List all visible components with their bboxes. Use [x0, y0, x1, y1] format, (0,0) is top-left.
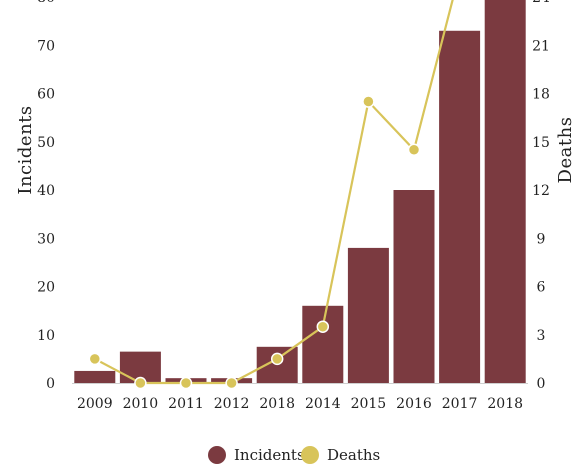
x-tick-label: 2016 [396, 396, 432, 412]
legend-incidents-label: Incidents [234, 446, 305, 464]
x-tick-label: 2018 [259, 396, 295, 412]
y-left-tick-label: 20 [37, 280, 55, 296]
legend-deaths-marker [301, 446, 319, 464]
x-tick-label: 2010 [123, 396, 159, 412]
y-left-tick-label: 10 [37, 328, 55, 344]
y-left-tick-label: 40 [37, 183, 55, 199]
y-left-tick-label: 60 [37, 87, 55, 103]
y-right-tick-label: 3 [537, 328, 546, 344]
y-right-tick-label: 24 [532, 0, 550, 6]
x-tick-label: 2017 [442, 396, 478, 412]
y-right-tick-label: 21 [532, 38, 550, 54]
deaths-point [316, 320, 330, 333]
x-tick-label: 2014 [305, 396, 341, 412]
incidents-bar [74, 370, 116, 383]
y-left-tick-label: 0 [46, 376, 55, 392]
x-axis-ticks: 2009 2010 2011 2012 2018 2014 2015 2016 2017 2018 [77, 396, 523, 412]
y-left-tick-label: 80 [37, 0, 55, 6]
deaths-point [270, 352, 284, 366]
y-axis-left-title: Incidents [15, 105, 36, 194]
deaths-point [407, 143, 421, 157]
x-tick-label: 2015 [351, 396, 387, 412]
y-right-tick-label: 12 [532, 183, 550, 199]
deaths-point [179, 376, 193, 390]
y-left-tick-label: 30 [37, 231, 55, 247]
legend-incidents-marker [208, 446, 226, 464]
incidents-bar [484, 0, 526, 383]
right-axis-ticks: 0 3 6 9 12 15 18 21 24 [532, 0, 550, 392]
legend-deaths-label: Deaths [327, 446, 380, 464]
y-axis-right-title: Deaths [555, 117, 576, 184]
x-tick-label: 2011 [168, 396, 204, 412]
incidents-bar [393, 190, 435, 383]
y-right-tick-label: 6 [537, 280, 546, 296]
x-tick-label: 2018 [487, 396, 523, 412]
left-axis-ticks: 0 10 20 30 40 50 60 70 80 [37, 0, 55, 392]
deaths-point [88, 352, 102, 366]
y-right-tick-label: 9 [537, 231, 546, 247]
y-right-tick-label: 0 [537, 376, 546, 392]
x-tick-label: 2012 [214, 396, 250, 412]
deaths-line [94, 0, 454, 385]
y-left-tick-label: 70 [37, 38, 55, 54]
x-tick-label: 2009 [77, 396, 113, 412]
incidents-bars [74, 0, 526, 384]
deaths-point [225, 376, 238, 390]
y-right-tick-label: 18 [532, 87, 550, 103]
y-left-tick-label: 50 [37, 135, 55, 151]
incidents-bar [302, 305, 344, 383]
deaths-point [134, 376, 147, 390]
legend: Incidents Deaths [208, 446, 380, 464]
incidents-bar [439, 30, 481, 384]
deaths-series [88, 0, 454, 390]
incidents-bar [347, 247, 389, 383]
y-right-tick-label: 15 [532, 135, 550, 151]
deaths-point [362, 95, 375, 108]
